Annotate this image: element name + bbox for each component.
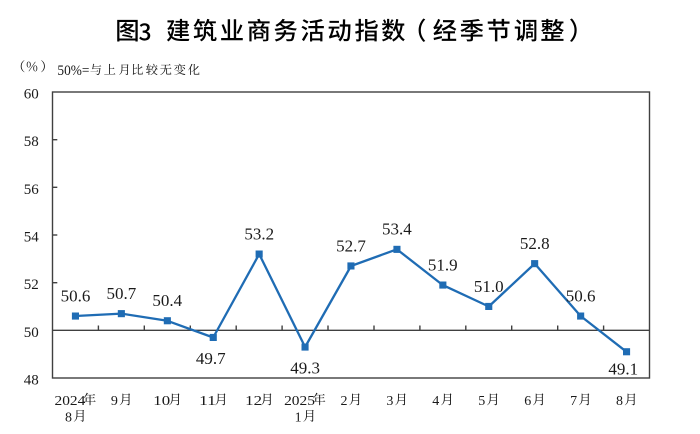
svg-text:50: 50 xyxy=(24,325,39,341)
svg-text:49.3: 49.3 xyxy=(290,358,320,377)
svg-text:50.6: 50.6 xyxy=(61,286,91,305)
svg-text:53.2: 53.2 xyxy=(244,225,274,244)
svg-text:52: 52 xyxy=(24,277,39,293)
svg-text:50.4: 50.4 xyxy=(152,291,182,310)
svg-text:56: 56 xyxy=(24,182,40,198)
svg-text:8: 8 xyxy=(616,394,623,409)
svg-text:2: 2 xyxy=(341,394,348,409)
svg-text:51.0: 51.0 xyxy=(474,277,504,296)
svg-text:52.8: 52.8 xyxy=(520,234,550,253)
svg-text:49.1: 49.1 xyxy=(608,359,638,378)
svg-text:51.9: 51.9 xyxy=(428,256,458,275)
svg-text:9: 9 xyxy=(111,394,118,409)
svg-text:3: 3 xyxy=(386,394,393,409)
svg-text:6: 6 xyxy=(524,394,531,409)
svg-text:5: 5 xyxy=(478,394,485,409)
svg-text:7: 7 xyxy=(570,394,577,409)
svg-text:50.6: 50.6 xyxy=(566,286,596,305)
svg-text:50.7: 50.7 xyxy=(107,284,137,303)
svg-text:1: 1 xyxy=(295,410,302,425)
svg-text:10: 10 xyxy=(153,394,170,409)
svg-text:8: 8 xyxy=(65,410,72,425)
svg-text:52.7: 52.7 xyxy=(336,236,366,255)
svg-text:12: 12 xyxy=(245,394,262,409)
svg-text:2025: 2025 xyxy=(284,394,315,409)
svg-text:53.4: 53.4 xyxy=(382,220,412,239)
svg-text:50%=: 50%= xyxy=(57,63,89,79)
svg-text:49.7: 49.7 xyxy=(196,349,226,368)
svg-text:4: 4 xyxy=(432,394,439,409)
svg-text:48: 48 xyxy=(24,373,39,389)
svg-text:60: 60 xyxy=(24,87,39,103)
svg-text:54: 54 xyxy=(24,230,40,246)
svg-text:2024: 2024 xyxy=(55,394,86,409)
svg-text:11: 11 xyxy=(199,394,216,409)
svg-text:58: 58 xyxy=(24,134,39,150)
